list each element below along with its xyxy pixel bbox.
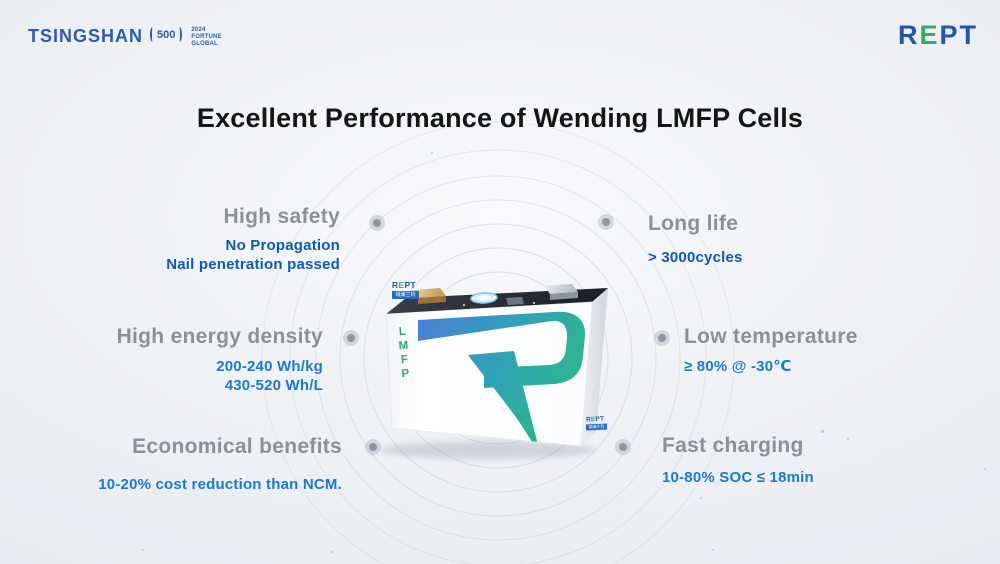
- rept-logo: REPT: [897, 20, 978, 50]
- feature-fast-charging: Fast charging 10-80% SOC ≤ 18min: [662, 433, 814, 487]
- feature-value: No Propagation: [225, 237, 340, 254]
- tsingshan-logo: TSINGSHAN 500 2024 FORTUNE GLOBAL: [28, 26, 222, 48]
- battery-terminal-positive: [412, 288, 446, 304]
- lid-speck: [463, 304, 465, 306]
- battery-code-label: [506, 297, 524, 305]
- fortune-global-label: 2024 FORTUNE GLOBAL: [191, 27, 222, 47]
- feature-title: Economical benefits: [132, 435, 342, 458]
- marker-low-temperature: [658, 334, 666, 342]
- decor-dot: [984, 468, 986, 470]
- decor-dot: [331, 551, 333, 553]
- feature-high-safety: High safety No Propagation Nail penetrat…: [166, 204, 340, 274]
- tsingshan-wordmark: TSINGSHAN: [28, 26, 144, 46]
- feature-value: > 3000cycles: [648, 249, 743, 266]
- laurel-right-icon: [177, 27, 183, 42]
- battery-side-logo-chinese: 瑞浦兰钧: [585, 423, 608, 431]
- decor-dot: [847, 438, 849, 440]
- decor-dot: [712, 549, 714, 551]
- feature-value: 10-80% SOC ≤ 18min: [662, 469, 814, 486]
- feature-value: 200-240 Wh/kg: [216, 358, 323, 375]
- decor-dot: [700, 497, 702, 499]
- battery-front-logo: REPT: [392, 280, 416, 290]
- battery-shadow: [380, 441, 596, 459]
- battery-side-face: [581, 288, 608, 446]
- marker-fast-charging: [619, 443, 627, 451]
- feature-title: Long life: [648, 212, 739, 235]
- rept-r-swoosh: [418, 311, 586, 443]
- battery-vent: [470, 292, 498, 304]
- feature-value: 430-520 Wh/L: [224, 377, 323, 394]
- decor-dot: [431, 152, 433, 154]
- feature-value: 10-20% cost reduction than NCM.: [98, 476, 342, 493]
- feature-value: Nail penetration passed: [166, 256, 340, 273]
- feature-high-energy-density: High energy density 200-240 Wh/kg 430-52…: [117, 324, 323, 395]
- feature-economical-benefits: Economical benefits 10-20% cost reductio…: [98, 434, 342, 494]
- battery-image: [380, 284, 608, 459]
- feature-low-temperature: Low temperature ≥ 80% @ -30℃: [684, 324, 858, 376]
- feature-title: High energy density: [116, 325, 323, 348]
- marker-high-safety: [373, 219, 381, 227]
- marker-long-life: [602, 218, 610, 226]
- feature-title: Fast charging: [662, 434, 804, 457]
- page-title: Excellent Performance of Wending LMFP Ce…: [196, 103, 804, 133]
- decor-dot: [142, 549, 144, 551]
- laurel-left-icon: [150, 27, 155, 42]
- fortune-500-badge: 500: [150, 27, 183, 42]
- marker-economical-benefits: [369, 443, 377, 451]
- battery-side-logo: REPT: [585, 415, 605, 424]
- battery-front-logo-chinese: 瑞浦兰钧: [392, 291, 419, 299]
- fortune-500-number: 500: [157, 28, 176, 41]
- feature-value: ≥ 80% @ -30℃: [684, 358, 792, 375]
- marker-high-energy-density: [347, 334, 355, 342]
- feature-title: High safety: [223, 205, 340, 228]
- lid-speck: [533, 302, 535, 304]
- decor-dot: [821, 430, 824, 433]
- feature-long-life: Long life > 3000cycles: [648, 211, 743, 267]
- battery-terminal-negative: [544, 284, 578, 300]
- feature-title: Low temperature: [684, 325, 858, 348]
